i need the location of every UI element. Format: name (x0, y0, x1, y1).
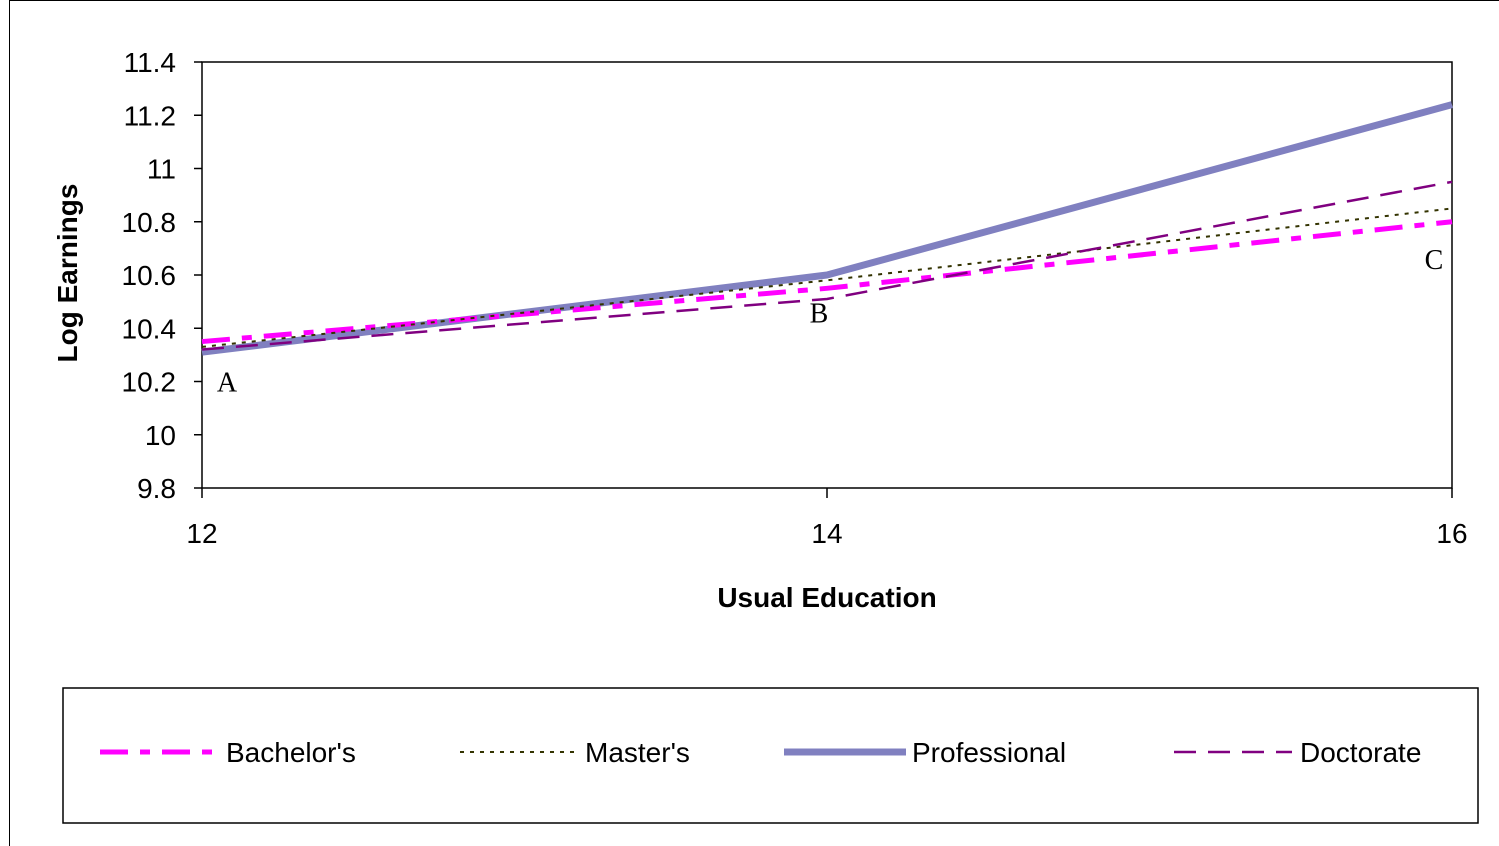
legend-item-doctorate: Doctorate (1174, 737, 1421, 768)
chart-frame (9, 0, 1499, 846)
series-line-doctorate (201, 180, 1453, 351)
legend-item-bachelor-s: Bachelor's (100, 737, 356, 768)
y-tick-label: 10.6 (122, 260, 177, 291)
y-tick-label: 11 (147, 154, 176, 185)
legend-label: Doctorate (1300, 737, 1421, 768)
y-tick-label: 10.4 (122, 313, 177, 344)
y-tick-label: 10.2 (122, 367, 177, 398)
legend-label: Master's (585, 737, 690, 768)
series-line-professional (201, 101, 1453, 356)
point-label-b: B (810, 298, 829, 329)
point-label-c: C (1425, 245, 1444, 276)
y-axis-title: Log Earnings (52, 184, 83, 363)
legend-label: Bachelor's (226, 737, 356, 768)
y-tick-label: 10 (145, 420, 176, 451)
axes: 9.8 10 10.2 10.4 10.6 10.8 11 11.2 11.4 12 14 16 (122, 47, 1468, 549)
y-tick-label: 11.2 (124, 100, 176, 131)
legend-label: Professional (912, 737, 1066, 768)
x-tick-label: 12 (186, 518, 217, 549)
legend-item-professional: Professional (784, 737, 1066, 768)
x-tick-label: 16 (1436, 518, 1467, 549)
legend-item-master-s: Master's (460, 737, 690, 768)
y-tick-label: 11.4 (124, 47, 176, 78)
legend-box (62, 687, 1479, 824)
y-tick-label: 9.8 (137, 473, 176, 504)
legend-items: Bachelor's Master's Professional Doctorate (100, 737, 1421, 768)
legend: Bachelor's Master's Professional Doctorate (62, 687, 1479, 824)
series-line-bachelor-s (201, 219, 1453, 345)
x-tick-label: 14 (811, 518, 842, 549)
y-tick-label: 10.8 (122, 207, 177, 238)
x-axis-title: Usual Education (717, 582, 936, 613)
point-annotations: A B C (217, 245, 1443, 398)
series-lines (201, 101, 1453, 356)
point-label-a: A (217, 368, 238, 399)
